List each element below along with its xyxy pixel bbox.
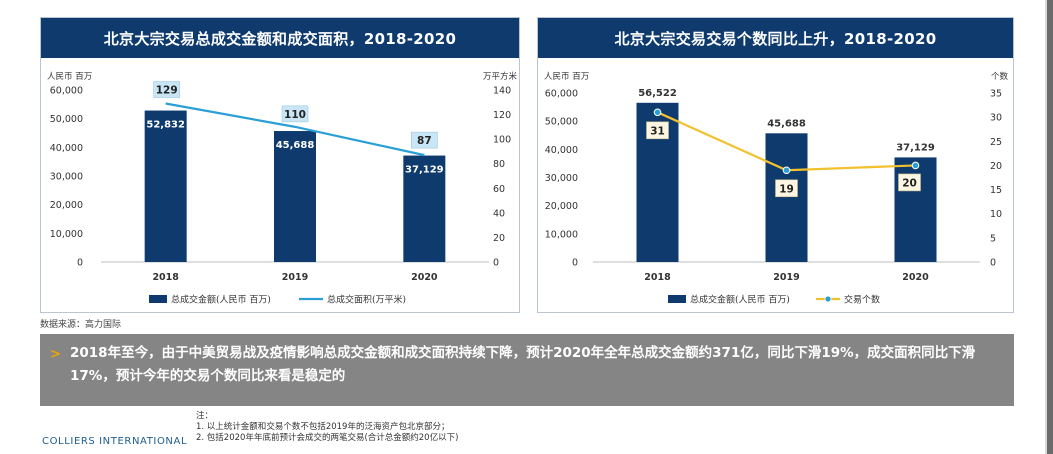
- right-axis-tick: 80: [493, 159, 505, 170]
- left-axis-tick: 30,000: [50, 172, 83, 183]
- line-point: [782, 166, 791, 175]
- x-axis-tick: 2019: [282, 272, 308, 283]
- bar: [144, 110, 187, 262]
- right-axis-tick: 0: [990, 258, 996, 269]
- line-data-label: 31: [650, 125, 665, 137]
- right-axis-tick: 10: [990, 209, 1002, 220]
- left-axis-tick: 10,000: [545, 229, 578, 240]
- right-chart-panel: 北京大宗交易交易个数同比上升，2018-2020 人民币 百万 个数 0 10,000…: [537, 17, 1014, 313]
- legend-bar-label: 总成交金额(人民币 百万): [690, 294, 790, 306]
- line-label-box: [898, 173, 921, 192]
- left-axis-tick: 0: [572, 258, 578, 269]
- right-axis-tick: 120: [493, 110, 511, 121]
- line-label-box: [775, 179, 798, 198]
- x-axis-tick: 2020: [411, 272, 438, 283]
- line-label-box: [153, 81, 180, 98]
- line-data-label: 110: [284, 109, 306, 121]
- bar-data-label: 45,688: [276, 140, 315, 151]
- line-point: [911, 161, 920, 170]
- right-chart-title: 北京大宗交易交易个数同比上升，2018-2020: [538, 18, 1013, 58]
- summary-text: 2018年至今，由于中美贸易战及疫情影响总成交金额和成交面积持续下降，预计202…: [70, 345, 976, 384]
- legend-bar-swatch: [149, 295, 167, 303]
- page-edge: [1047, 0, 1053, 454]
- bar: [403, 155, 446, 262]
- left-chart-title: 北京大宗交易总成交金额和成交面积，2018-2020: [41, 18, 519, 58]
- line-data-label: 19: [779, 183, 794, 195]
- x-axis-tick: 2020: [902, 272, 929, 283]
- right-axis-tick: 40: [493, 208, 505, 219]
- note-item-2: 2. 包括2020年年底前预计会成交的两笔交易(合计总金额约20亿以下): [196, 433, 459, 443]
- right-axis-tick: 60: [493, 184, 505, 195]
- right-axis-tick: 30: [990, 113, 1002, 124]
- line-label-box: [646, 121, 669, 140]
- right-axis-tick: 15: [990, 185, 1002, 196]
- bar: [765, 133, 808, 262]
- right-axis-tick: 20: [493, 233, 505, 244]
- legend-line-marker: [824, 295, 832, 303]
- bar-data-label: 37,129: [405, 165, 444, 176]
- notes-heading: 注：: [196, 411, 214, 421]
- line-data-label: 87: [417, 135, 432, 147]
- left-axis-tick: 10,000: [50, 229, 83, 240]
- line-label-box: [411, 131, 438, 149]
- summary-box: > 2018年至今，由于中美贸易战及疫情影响总成交金额和成交面积持续下降，预计2…: [40, 334, 1014, 406]
- bar: [274, 131, 316, 262]
- legend-line-label: 交易个数: [844, 294, 880, 306]
- bar-data-label: 56,522: [638, 88, 677, 99]
- legend-line-label: 总成交面积(万平米): [327, 294, 406, 306]
- right-axis-tick: 0: [493, 258, 499, 269]
- left-axis-tick: 0: [77, 258, 83, 269]
- left-axis-unit: 人民币 百万: [47, 72, 92, 82]
- right-chart: 人民币 百万 个数 0 10,000 20,000 30,000 40,000 50,000 6…: [544, 71, 1009, 306]
- left-axis-tick: 40,000: [50, 143, 83, 154]
- line-series: [165, 102, 425, 157]
- left-axis-tick: 40,000: [545, 145, 578, 156]
- left-axis-tick: 20,000: [50, 200, 83, 211]
- left-axis-tick: 50,000: [545, 117, 578, 128]
- line-data-label: 129: [156, 85, 178, 97]
- bar-data-label: 37,129: [896, 142, 935, 153]
- right-axis-tick: 25: [990, 137, 1002, 148]
- bar-data-label: 45,688: [767, 118, 806, 129]
- left-axis-tick: 60,000: [545, 89, 578, 100]
- left-axis-tick: 50,000: [50, 114, 83, 125]
- legend-bar-swatch: [668, 295, 686, 303]
- right-axis-tick: 100: [493, 135, 511, 146]
- left-axis-tick: 30,000: [545, 173, 578, 184]
- right-axis-unit: 个数: [991, 71, 1009, 82]
- x-axis-tick: 2019: [773, 272, 799, 283]
- page-edge-highlight: [1045, 0, 1047, 454]
- x-axis-tick: 2018: [152, 272, 179, 283]
- legend-bar-label: 总成交金额(人民币 百万): [171, 294, 271, 306]
- left-chart: 人民币 百万 万平方米 0 10,000 20,000 30,000 40,000 50,00…: [47, 71, 518, 306]
- notes: 注： 1. 以上统计金额和交易个数不包括2019年的泛海资产包北京部分； 2. …: [196, 411, 458, 444]
- line-label-box: [281, 105, 309, 123]
- bar-data-label: 52,832: [146, 120, 185, 131]
- data-source: 数据来源：高力国际: [40, 320, 122, 330]
- right-axis-tick: 35: [990, 89, 1002, 100]
- right-axis-tick: 5: [990, 233, 996, 244]
- right-axis-tick: 140: [493, 86, 511, 97]
- left-axis-unit: 人民币 百万: [544, 72, 589, 82]
- bar: [894, 157, 937, 262]
- bullet-arrow-icon: >: [50, 347, 61, 362]
- line-point: [653, 108, 662, 117]
- line-data-label: 20: [902, 177, 917, 189]
- right-axis-unit: 万平方米: [483, 71, 518, 82]
- left-chart-panel: 北京大宗交易总成交金额和成交面积，2018-2020 人民币 百万 万平方米 0 10…: [40, 17, 520, 313]
- right-axis-tick: 20: [990, 161, 1002, 172]
- left-axis-tick: 20,000: [545, 201, 578, 212]
- brand-logo-text: COLLIERS INTERNATIONAL: [42, 436, 188, 447]
- note-item-1: 1. 以上统计金额和交易个数不包括2019年的泛海资产包北京部分；: [196, 422, 450, 432]
- x-axis-tick: 2018: [644, 272, 671, 283]
- left-axis-tick: 60,000: [50, 86, 83, 97]
